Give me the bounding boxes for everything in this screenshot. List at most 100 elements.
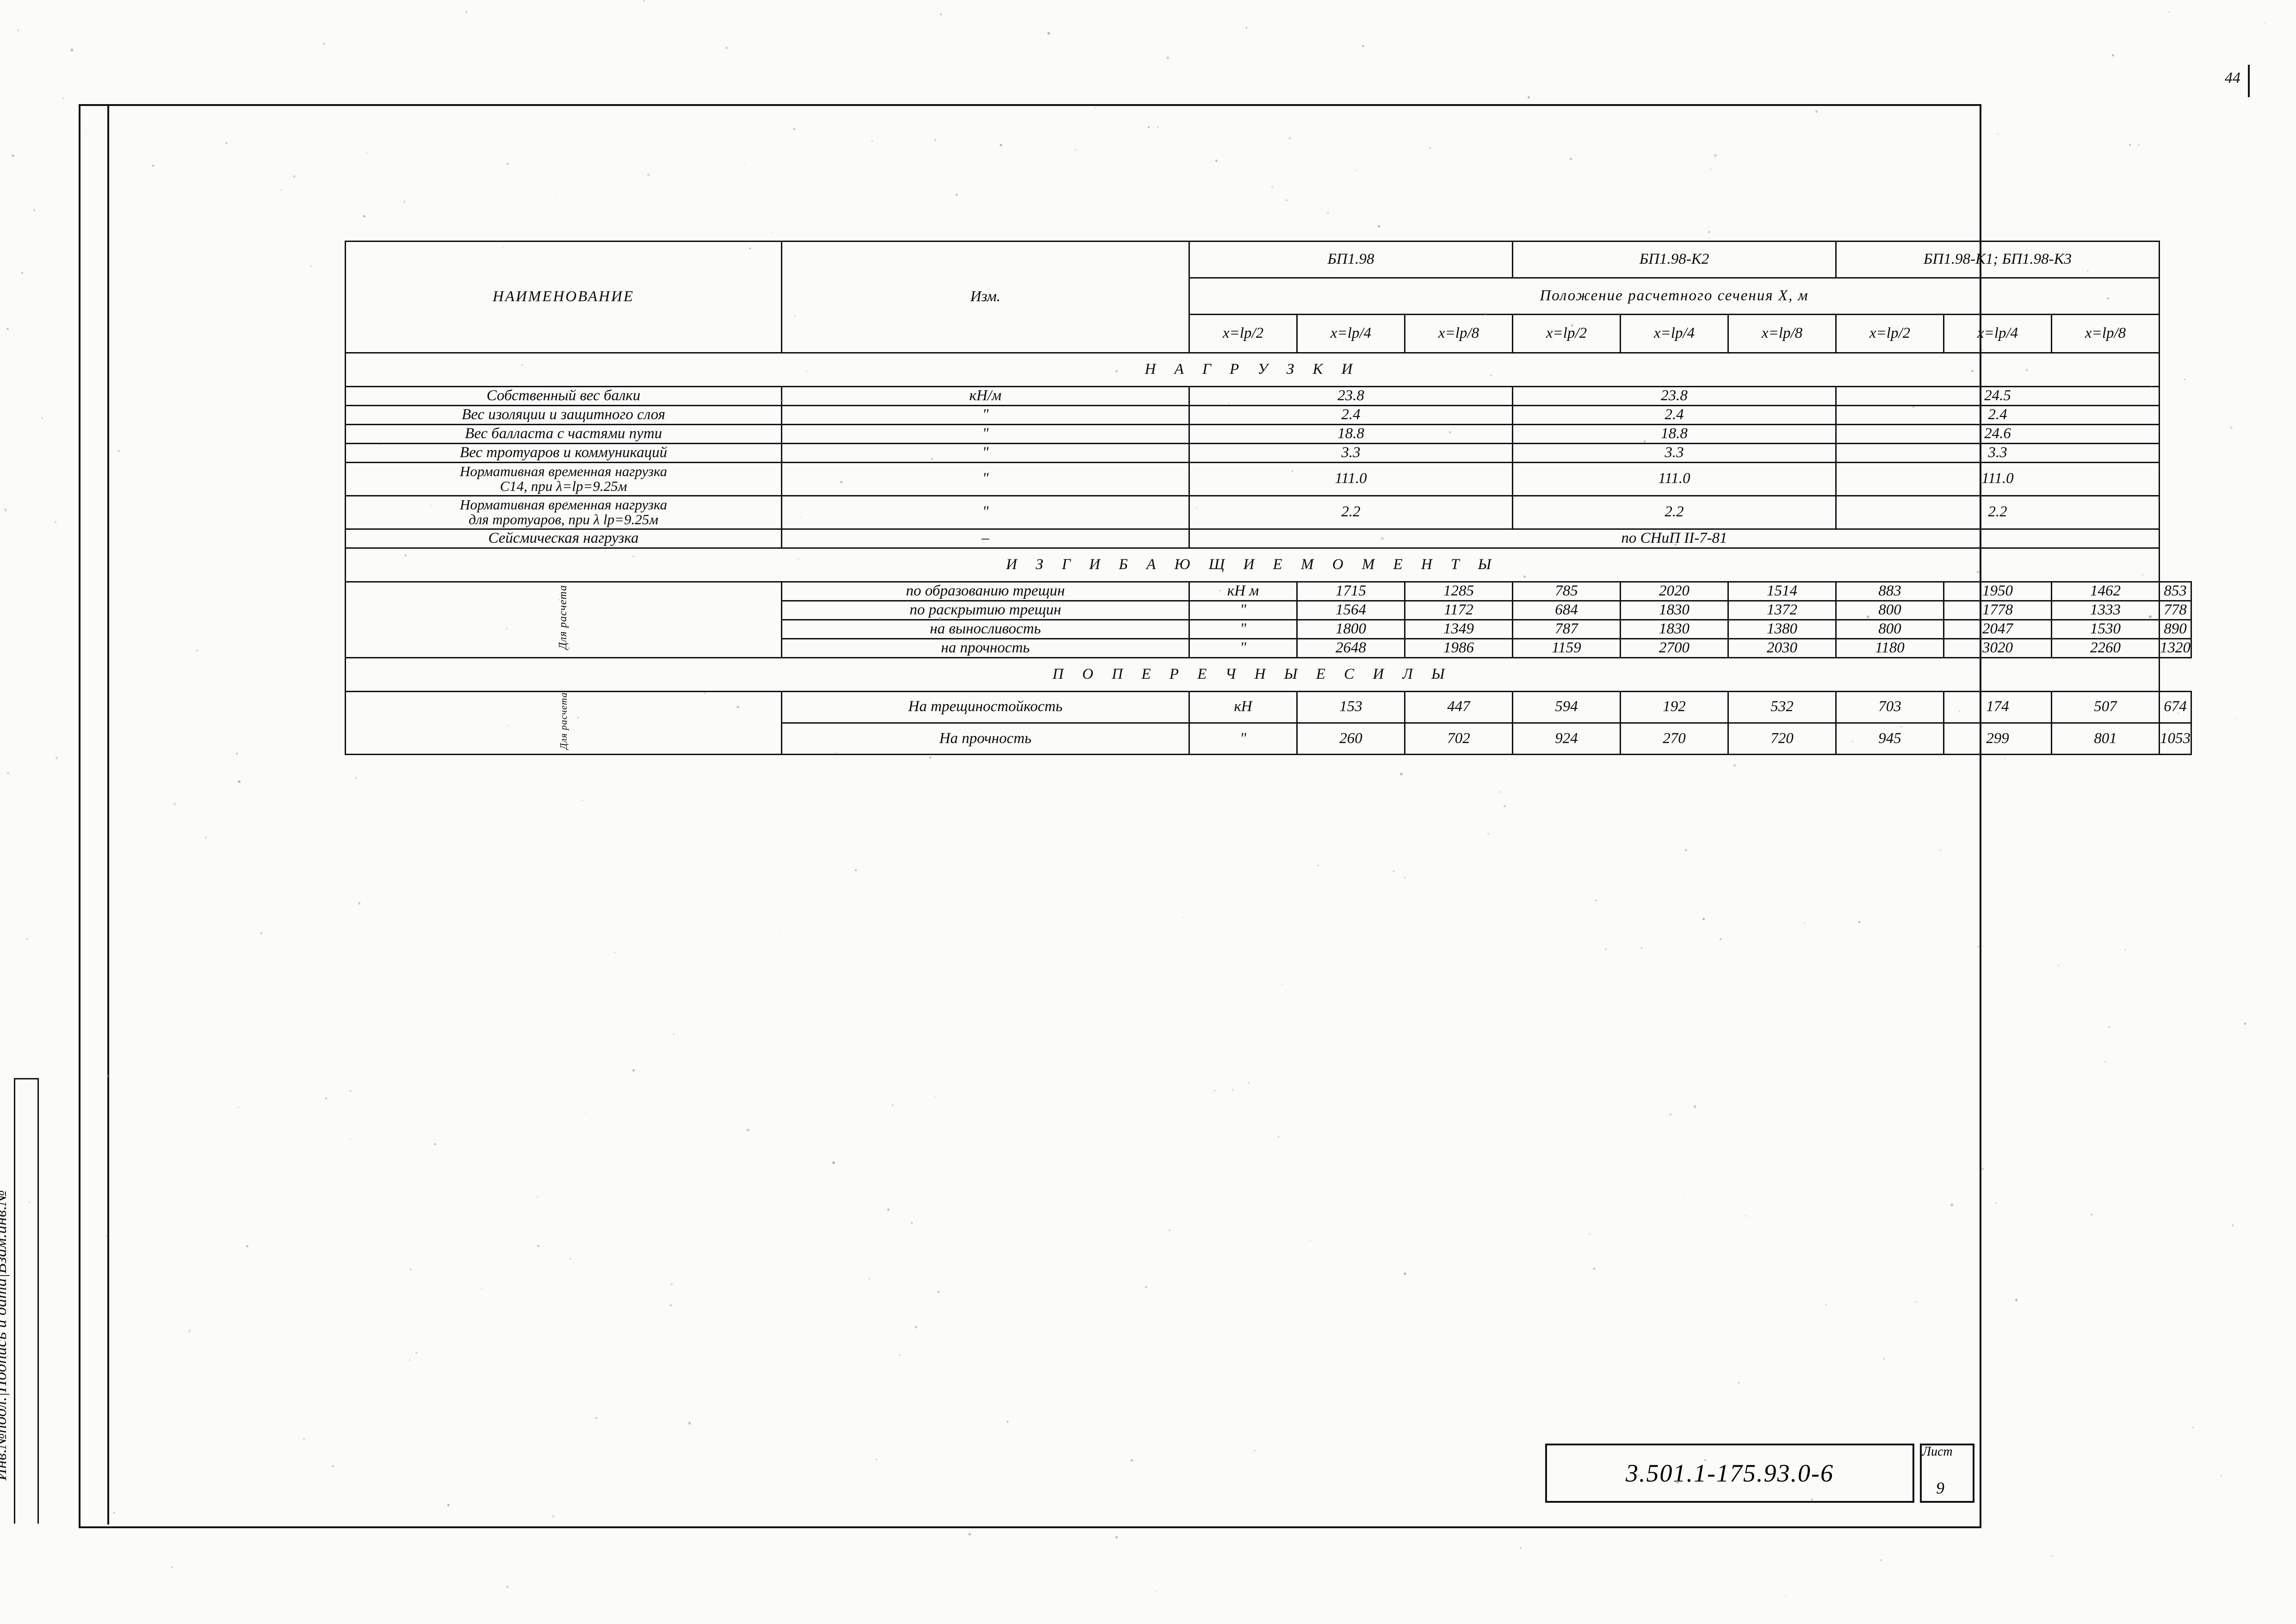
load-value-2-a: 2.4 <box>1188 404 1513 425</box>
scan-speckle <box>1271 186 1273 188</box>
scan-speckle <box>1669 1113 1672 1116</box>
calculation-table: НАИМЕНОВАНИЕ Изм. БП1.98 БП1.98-К2 БП1.9… <box>345 241 2192 756</box>
scan-speckle <box>323 43 325 45</box>
scan-speckle <box>689 47 691 49</box>
header-section-title: Положение расчетного сечения X, м <box>1188 277 2160 315</box>
header-section-8: x=lp/4 <box>1943 314 2052 353</box>
load-unit-3: " <box>781 423 1190 444</box>
load-value-5-a: 111.0 <box>1188 461 1513 496</box>
scan-speckle <box>2229 426 2233 429</box>
scan-speckle <box>2129 144 2131 146</box>
scan-speckle <box>1733 764 1736 767</box>
scan-speckle <box>2264 23 2265 25</box>
side-label-forces: Для расчета <box>345 690 782 756</box>
scan-speckle <box>1228 402 1230 404</box>
scan-speckle <box>355 777 357 780</box>
scan-speckle <box>12 154 15 157</box>
sheet-label: Лист <box>1922 1444 1953 1459</box>
load-unit-6: " <box>781 495 1190 530</box>
scan-speckle <box>29 1202 30 1203</box>
scan-speckle <box>1054 587 1057 589</box>
load-value-2-c: 2.4 <box>1835 404 2160 425</box>
scan-speckle <box>502 246 504 248</box>
scan-speckle <box>1232 1089 1234 1091</box>
scan-speckle <box>62 97 64 99</box>
moment-3-v8: 1530 <box>2051 619 2160 639</box>
scan-speckle <box>1115 1536 1118 1539</box>
scan-speckle <box>1570 158 1572 161</box>
moment-1-v5: 1514 <box>1727 581 1837 601</box>
table-row: Сейсмическая нагрузка – по СНиП II-7-81 <box>345 528 2191 549</box>
header-section-4: x=lp/2 <box>1512 314 1621 353</box>
scan-speckle <box>1288 136 1291 140</box>
scan-speckle <box>410 1269 411 1270</box>
scan-speckle <box>1684 849 1687 852</box>
scan-speckle <box>1867 615 1869 618</box>
moment-1-v1: 1715 <box>1296 581 1405 601</box>
vertical-stamp-text: Инв.№подл.|Подпись и дата|Взам.инв.№ <box>0 1190 10 1481</box>
scan-speckle <box>1487 833 1489 835</box>
force-2-v1: 260 <box>1296 722 1405 756</box>
scan-speckle <box>551 1515 554 1518</box>
load-name-6: Нормативная временная нагрузка для троту… <box>345 495 782 530</box>
force-1-v3: 594 <box>1512 690 1621 724</box>
scan-speckle <box>481 1288 483 1289</box>
load-value-7-span: по СНиП II-7-81 <box>1188 528 2160 549</box>
scan-speckle <box>1309 1240 1310 1241</box>
moment-2-v6: 800 <box>1835 600 1944 620</box>
page-number-rule <box>2248 65 2250 97</box>
header-section-3: x=lp/8 <box>1404 314 1513 353</box>
group-row-forces: П О П Е Р Е Ч Н Ы Е С И Л Ы <box>345 657 2191 692</box>
force-1-v9: 674 <box>2159 690 2192 724</box>
header-section-6: x=lp/8 <box>1727 314 1837 353</box>
scan-speckle <box>910 1221 913 1224</box>
moment-4-v3: 1159 <box>1512 638 1621 658</box>
scan-speckle <box>521 364 523 366</box>
moment-unit-1: кН м <box>1188 581 1298 601</box>
moment-1-v2: 1285 <box>1404 581 1513 601</box>
scan-speckle <box>1804 922 1806 924</box>
moment-2-v5: 1372 <box>1727 600 1837 620</box>
scan-speckle <box>2057 965 2059 967</box>
scan-speckle <box>6 772 9 775</box>
scan-speckle <box>643 0 645 2</box>
header-section-1: x=lp/2 <box>1188 314 1298 353</box>
scan-speckle <box>1571 324 1574 327</box>
load-name-5-line1: Нормативная временная нагрузка <box>459 463 668 479</box>
scan-speckle <box>704 692 706 694</box>
scan-speckle <box>558 599 560 601</box>
scan-speckle <box>1498 791 1500 793</box>
scan-speckle <box>725 46 728 49</box>
scan-speckle <box>1400 773 1403 775</box>
moment-4-v2: 1986 <box>1404 638 1513 658</box>
moment-3-v1: 1800 <box>1296 619 1405 639</box>
scan-speckle <box>1940 849 1941 851</box>
scan-speckle <box>1982 1168 1984 1170</box>
moment-1-v7: 1950 <box>1943 581 2052 601</box>
moment-2-v1: 1564 <box>1296 600 1405 620</box>
force-2-v2: 702 <box>1404 722 1513 756</box>
scan-speckle <box>568 647 570 649</box>
scan-speckle <box>2141 574 2143 576</box>
scan-speckle <box>799 516 801 518</box>
scan-speckle <box>780 933 781 935</box>
force-2-v3: 924 <box>1512 722 1621 756</box>
scan-speckle <box>1785 1596 1786 1597</box>
scan-speckle <box>1900 725 1903 728</box>
scan-speckle <box>1115 370 1118 373</box>
table-row: Для расчета по образованию трещин кН м 1… <box>345 581 2192 658</box>
force-2-v9: 1053 <box>2159 722 2192 756</box>
scan-speckle <box>2177 712 2179 713</box>
scan-speckle <box>1810 1498 1813 1501</box>
scan-speckle <box>1593 1267 1595 1270</box>
table-row: Собственный вес балки кН/м 23.8 23.8 24.… <box>345 386 2191 406</box>
scan-speckle <box>1148 126 1150 129</box>
scan-speckle <box>293 175 296 178</box>
scan-speckle <box>173 802 176 805</box>
moment-name-3: на выносливость <box>781 619 1190 639</box>
scan-speckle <box>1196 507 1198 508</box>
load-name-7: Сейсмическая нагрузка <box>345 528 782 549</box>
scan-speckle <box>1000 144 1002 146</box>
scan-speckle <box>793 128 795 130</box>
scan-speckle <box>1676 1481 1679 1483</box>
